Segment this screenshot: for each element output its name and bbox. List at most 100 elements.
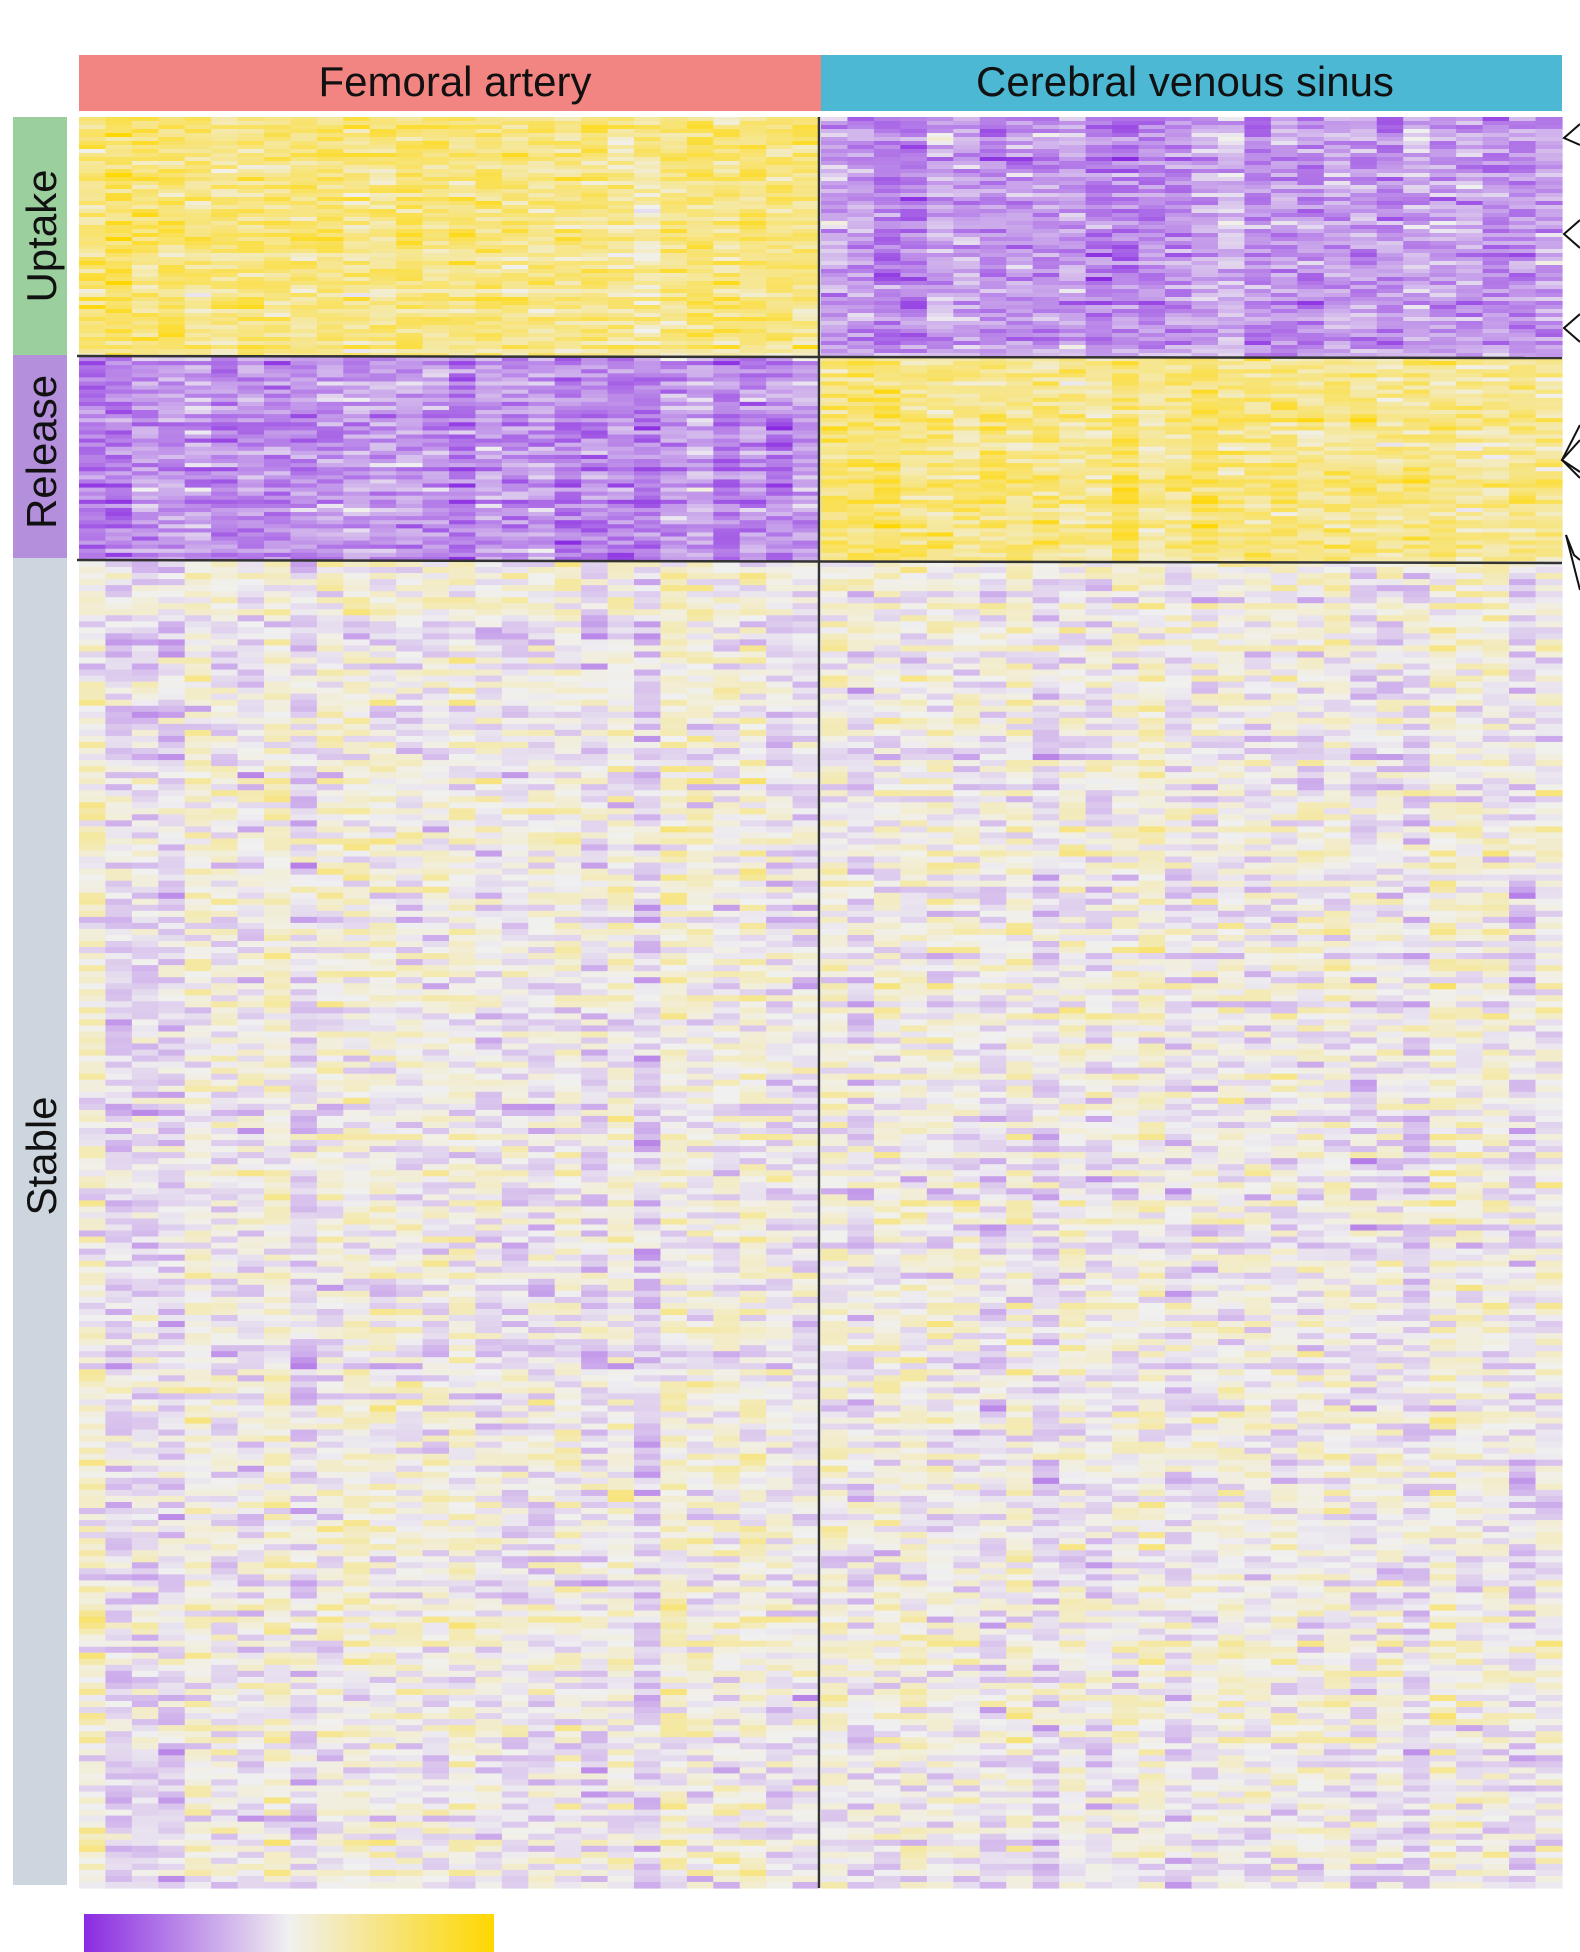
heatmap-cell — [1535, 185, 1563, 190]
heatmap-cell — [847, 149, 875, 154]
heatmap-cell — [554, 193, 582, 198]
heatmap-cell — [1032, 293, 1060, 298]
heatmap-cell — [1350, 281, 1378, 286]
heatmap-cell — [211, 361, 239, 366]
heatmap-cell — [979, 117, 1007, 122]
heatmap-cell — [131, 253, 159, 258]
heatmap-cell — [1165, 149, 1193, 154]
heatmap-cell — [475, 548, 503, 554]
heatmap-cell — [554, 309, 582, 314]
heatmap-cell — [211, 201, 239, 206]
heatmap-cell — [1217, 201, 1246, 206]
heatmap-cell — [79, 293, 107, 298]
heatmap-cell — [184, 512, 212, 517]
heatmap-cell — [739, 487, 767, 493]
heatmap-cell — [422, 201, 450, 206]
heatmap-cell — [1217, 185, 1246, 190]
heatmap-cell — [1244, 221, 1272, 226]
heatmap-cell — [475, 221, 503, 226]
heatmap-cell — [979, 209, 1007, 214]
heatmap-cell — [1323, 173, 1351, 178]
heatmap-cell — [79, 357, 107, 362]
heatmap-cell — [528, 389, 556, 395]
heatmap-cell — [1244, 293, 1272, 298]
heatmap-cell — [237, 512, 265, 517]
heatmap-cell — [1535, 309, 1563, 314]
heatmap-cell — [554, 393, 582, 399]
heatmap-cell — [660, 269, 688, 274]
heatmap-cell — [158, 495, 186, 501]
heatmap-cell — [900, 297, 928, 302]
heatmap-cell — [634, 487, 662, 493]
heatmap-cell — [660, 141, 688, 146]
heatmap-cell — [158, 249, 186, 254]
heatmap-cell — [1244, 309, 1272, 314]
heatmap-cell — [1217, 305, 1246, 310]
heatmap-cell — [211, 410, 239, 415]
heatmap-cell — [739, 137, 767, 142]
heatmap-cell — [1085, 149, 1113, 154]
heatmap-cell — [237, 499, 265, 505]
heatmap-cell — [449, 117, 477, 122]
heatmap-cell — [1403, 357, 1431, 362]
heatmap-cell — [739, 117, 767, 122]
heatmap-cell — [554, 397, 582, 403]
heatmap-cell — [475, 528, 503, 534]
heatmap-cell — [766, 487, 794, 493]
heatmap-cell — [1032, 385, 1060, 391]
heatmap-cell — [1350, 293, 1378, 298]
heatmap-cell — [131, 503, 159, 509]
heatmap-cell — [131, 397, 159, 403]
heatmap-cell — [1244, 385, 1272, 391]
heatmap-cell — [554, 401, 582, 407]
heatmap-cell — [105, 157, 133, 162]
heatmap-cell — [105, 512, 133, 517]
heatmap-cell — [184, 349, 212, 354]
heatmap-cell — [501, 373, 529, 378]
heatmap-cell — [396, 373, 424, 378]
heatmap-cell — [422, 129, 450, 134]
heatmap-cell — [739, 125, 767, 130]
heatmap-cell — [528, 556, 556, 562]
heatmap-cell — [1112, 153, 1140, 158]
heatmap-cell — [634, 450, 662, 456]
heatmap-cell — [1191, 321, 1219, 326]
heatmap-cell — [290, 301, 318, 306]
heatmap-cell — [821, 269, 849, 274]
heatmap-cell — [449, 438, 477, 444]
heatmap-cell — [766, 221, 794, 226]
heatmap-cell — [237, 471, 265, 476]
heatmap-cell — [1006, 157, 1034, 162]
heatmap-cell — [369, 133, 397, 138]
heatmap-cell — [686, 277, 714, 282]
heatmap-cell — [184, 434, 212, 440]
heatmap-cell — [369, 414, 397, 419]
heatmap-cell — [1429, 181, 1457, 186]
heatmap-cell — [634, 463, 662, 468]
heatmap-cell — [1456, 165, 1484, 170]
heatmap-cell — [1138, 177, 1166, 182]
heatmap-cell — [343, 487, 371, 493]
heatmap-cell — [396, 325, 424, 330]
heatmap-cell — [1191, 273, 1219, 278]
heatmap-cell — [528, 520, 556, 525]
heatmap-cell — [237, 463, 265, 468]
heatmap-cell — [660, 369, 688, 374]
heatmap-cell — [953, 377, 981, 383]
heatmap-cell — [184, 365, 212, 370]
heatmap-cell — [316, 209, 344, 214]
heatmap-cell — [792, 261, 820, 266]
heatmap-cell — [1165, 125, 1193, 130]
heatmap-cell — [847, 385, 875, 391]
heatmap-cell — [105, 297, 133, 302]
heatmap-cell — [1217, 269, 1246, 274]
heatmap-cell — [1323, 369, 1351, 374]
heatmap-cell — [528, 475, 556, 480]
heatmap-cell — [1006, 237, 1034, 242]
heatmap-cell — [1323, 253, 1351, 258]
heatmap-cell — [264, 491, 292, 497]
heatmap-cell — [713, 305, 741, 310]
heatmap-cell — [422, 137, 450, 142]
heatmap-cell — [396, 487, 424, 493]
heatmap-cell — [607, 393, 635, 399]
